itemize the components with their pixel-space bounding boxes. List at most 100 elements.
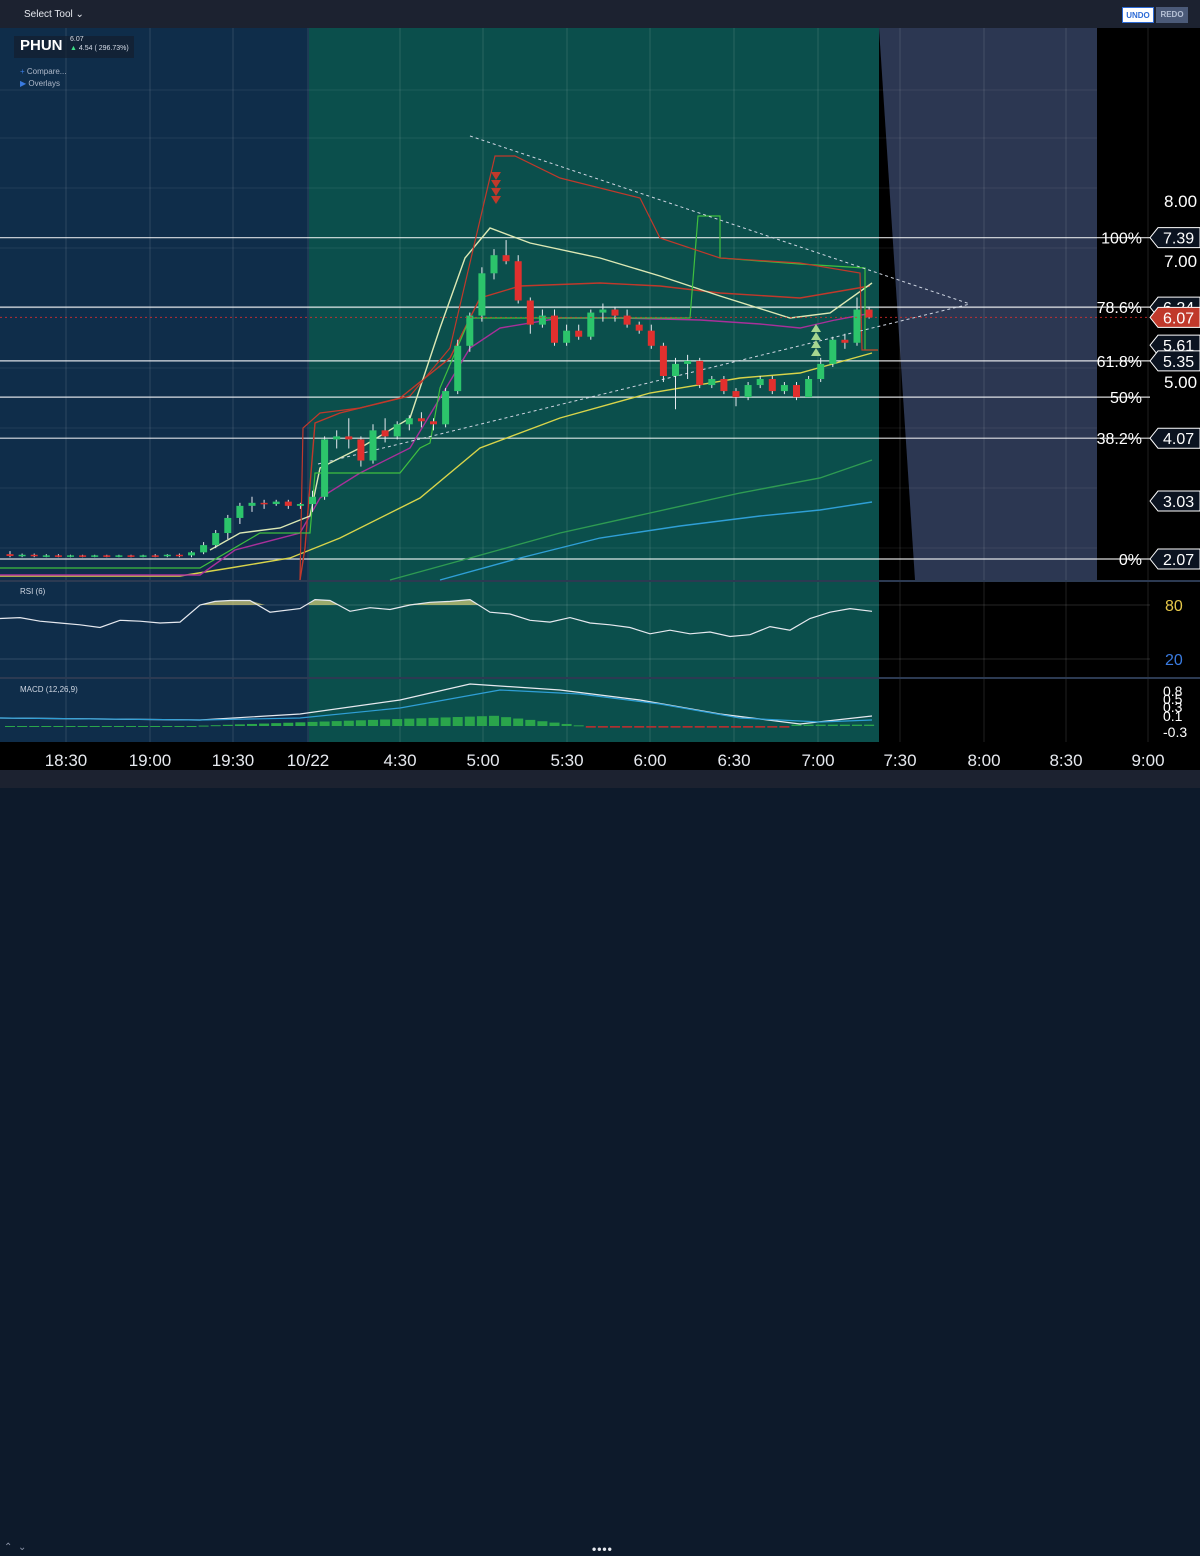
candle-body [357,439,365,461]
macd-histogram-bar [646,726,657,728]
macd-histogram-bar [464,716,475,726]
redo-button[interactable]: REDO [1156,7,1188,23]
time-axis-tick: 4:30 [383,751,416,770]
lower-black-area [879,580,1097,742]
price-axis-background [1097,28,1200,742]
candle-body [647,330,655,346]
chevron-down-icon[interactable]: ⌄ [18,1542,27,1553]
time-axis-tick: 6:00 [633,751,666,770]
macd-histogram-bar [731,726,741,728]
candle-body [551,315,558,343]
macd-histogram-bar [416,718,427,726]
select-tool-dropdown[interactable]: Select Tool ⌄ [24,9,84,20]
resize-handle[interactable]: •••• [592,1542,613,1556]
macd-label: MACD (12,26,9) [20,685,78,694]
price-axis-tick: 8.00 [1164,192,1197,211]
candle-body [381,430,389,437]
candle-body [684,360,692,364]
candle-body [538,315,546,325]
ma-green-slow [389,459,873,581]
macd-axis-tick: -0.3 [1163,724,1187,740]
macd-histogram-bar [198,725,209,727]
macd-histogram-bar [343,720,354,726]
macd-histogram-bar [634,726,645,728]
step-red [299,155,878,581]
price-axis-tick: 5.00 [1164,373,1197,392]
buy-signal-arrow [811,348,821,356]
macd-histogram-bar [113,726,124,727]
candle-body [853,309,861,343]
overlays-button[interactable]: ▶ Overlays [20,79,60,88]
rsi-level-20: 20 [1165,652,1183,669]
arrow-up-icon: ▲ [70,45,77,52]
macd-histogram-bar [355,720,366,726]
candle-body [224,517,232,534]
price-chart[interactable]: 100% 78.6% 61.8% 50% 38.2% 0% 8.00 7.00 5.00 7.39… [0,28,1200,770]
macd-signal-line [0,689,873,723]
candle-body [732,391,740,398]
candle-body [296,504,304,506]
macd-histogram-bar [174,726,185,727]
select-tool-label: Select Tool [24,9,73,20]
candle-body [514,261,522,301]
price-label-box [1149,490,1200,512]
candle-body [720,379,728,392]
price-axis-tick: 7.00 [1164,252,1197,271]
time-axis-tick: 5:00 [466,751,499,770]
candle-body [212,533,220,546]
candle-body [18,554,26,557]
time-axis-tick: 19:30 [212,751,255,770]
price-label-text: 3.03 [1163,494,1194,511]
macd-histogram-bar [222,724,233,726]
candle-body [115,555,123,557]
chevron-up-icon[interactable]: ⌃ [4,1542,13,1553]
candle-body [841,339,849,343]
candle-body [139,555,147,557]
candle-body [696,360,704,386]
projection-area [879,28,1097,580]
ma-yellow [0,352,873,577]
macd-histogram-bar [331,721,342,726]
symbol-change-value: 4.54 ( 296.73%) [78,45,129,52]
candle-body [575,330,583,337]
macd-histogram-bar [706,726,717,728]
candle-body [768,379,776,392]
rsi-line [0,598,873,638]
candle-body [67,555,74,557]
candle-body [672,363,679,376]
macd-histogram-bar [452,717,463,726]
compare-label: Compare... [26,67,67,76]
compare-button[interactable]: + Compare... [20,67,66,76]
macd-histogram-bar [271,723,282,726]
candle-body [200,545,208,553]
time-axis-tick: 8:30 [1049,751,1082,770]
sell-signal-arrow [491,180,501,188]
time-axis-tick: 8:00 [967,751,1000,770]
price-label-box [1149,427,1200,449]
macd-histogram-bar [428,717,439,726]
macd-histogram-bar [779,726,790,728]
symbol-ticker[interactable]: PHUN [20,37,63,54]
macd-histogram-bar [815,724,826,726]
macd-histogram-bar [755,726,766,728]
triangle-right-icon: ▶ [20,79,27,88]
candle-body [417,418,425,422]
macd-histogram-bar [295,722,306,726]
candle-body [708,379,716,386]
ma-light [209,227,873,551]
candle-body [623,315,631,325]
candle-body [526,300,534,325]
macd-axis-tick: 0.5 [1163,691,1183,707]
candle-body [333,436,341,440]
fib-level-label: 50% [1110,390,1142,407]
symbol-panel [14,36,134,58]
overlays-label: Overlays [28,79,60,88]
candle-body [466,315,474,346]
candle-body [865,309,873,318]
undo-button[interactable]: UNDO [1122,7,1154,23]
candle-body [744,385,752,398]
time-axis-tick: 7:00 [801,751,834,770]
candle-body [175,554,183,557]
macd-histogram-bar [585,726,596,728]
candle-body [393,424,401,437]
